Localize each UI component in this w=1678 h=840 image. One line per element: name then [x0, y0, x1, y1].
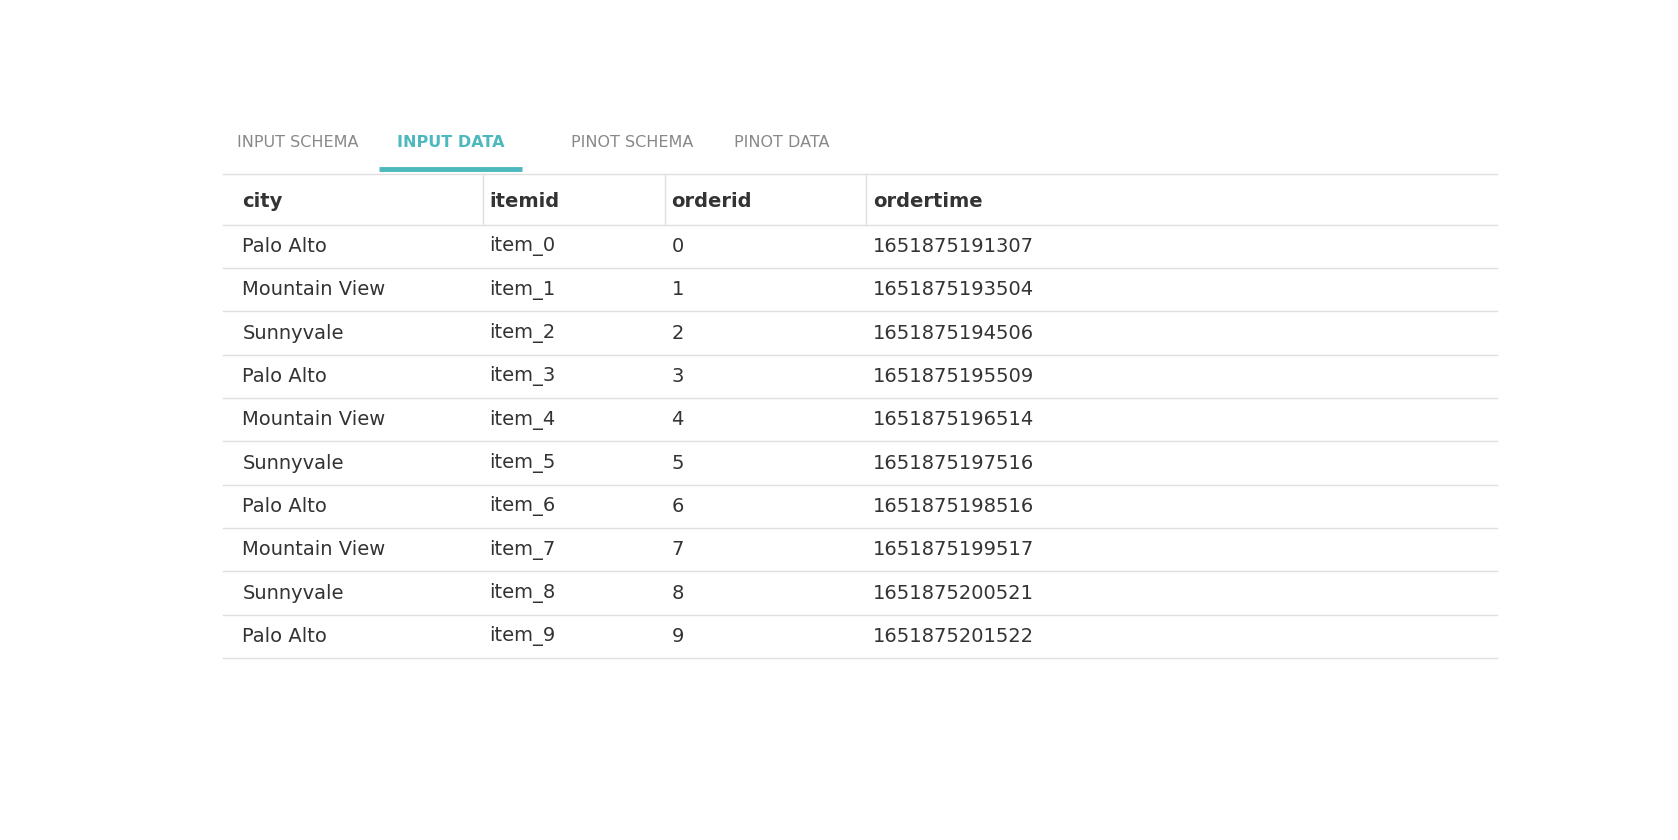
Text: Palo Alto: Palo Alto — [242, 237, 327, 256]
Text: 2: 2 — [671, 323, 683, 343]
Text: 1651875193504: 1651875193504 — [873, 281, 1034, 299]
Text: 1651875200521: 1651875200521 — [873, 584, 1034, 602]
Text: Palo Alto: Palo Alto — [242, 627, 327, 646]
Text: itemid: itemid — [490, 192, 559, 211]
Text: 1651875191307: 1651875191307 — [873, 237, 1034, 256]
Text: INPUT SCHEMA: INPUT SCHEMA — [237, 135, 359, 150]
Text: 1651875201522: 1651875201522 — [873, 627, 1034, 646]
Text: 0: 0 — [671, 237, 683, 256]
Text: 3: 3 — [671, 367, 683, 386]
Text: 1651875194506: 1651875194506 — [873, 323, 1034, 343]
Text: 4: 4 — [671, 410, 683, 429]
Text: orderid: orderid — [671, 192, 752, 211]
Text: Mountain View: Mountain View — [242, 540, 386, 559]
Text: item_4: item_4 — [490, 410, 555, 430]
Text: INPUT DATA: INPUT DATA — [396, 135, 503, 150]
Text: Sunnyvale: Sunnyvale — [242, 454, 344, 473]
Text: city: city — [242, 192, 282, 211]
Text: 8: 8 — [671, 584, 683, 602]
Text: item_8: item_8 — [490, 583, 555, 603]
Text: item_5: item_5 — [490, 453, 555, 473]
Text: 1651875198516: 1651875198516 — [873, 496, 1034, 516]
Text: Mountain View: Mountain View — [242, 410, 386, 429]
Text: Sunnyvale: Sunnyvale — [242, 584, 344, 602]
Text: item_0: item_0 — [490, 236, 555, 256]
Text: 1651875196514: 1651875196514 — [873, 410, 1034, 429]
Text: item_9: item_9 — [490, 627, 555, 646]
Text: 5: 5 — [671, 454, 685, 473]
Text: 6: 6 — [671, 496, 683, 516]
Text: 1651875199517: 1651875199517 — [873, 540, 1034, 559]
Text: Mountain View: Mountain View — [242, 281, 386, 299]
Text: 7: 7 — [671, 540, 683, 559]
Text: Palo Alto: Palo Alto — [242, 367, 327, 386]
Text: item_6: item_6 — [490, 496, 555, 517]
Text: item_2: item_2 — [490, 323, 555, 343]
Text: 9: 9 — [671, 627, 683, 646]
Text: item_7: item_7 — [490, 539, 555, 559]
Text: PINOT DATA: PINOT DATA — [735, 135, 829, 150]
Text: Sunnyvale: Sunnyvale — [242, 323, 344, 343]
Text: ordertime: ordertime — [873, 192, 983, 211]
Text: 1651875195509: 1651875195509 — [873, 367, 1034, 386]
Text: item_1: item_1 — [490, 280, 555, 300]
Text: PINOT SCHEMA: PINOT SCHEMA — [571, 135, 693, 150]
Text: 1651875197516: 1651875197516 — [873, 454, 1034, 473]
Text: 1: 1 — [671, 281, 683, 299]
Text: item_3: item_3 — [490, 366, 555, 386]
Text: Palo Alto: Palo Alto — [242, 496, 327, 516]
